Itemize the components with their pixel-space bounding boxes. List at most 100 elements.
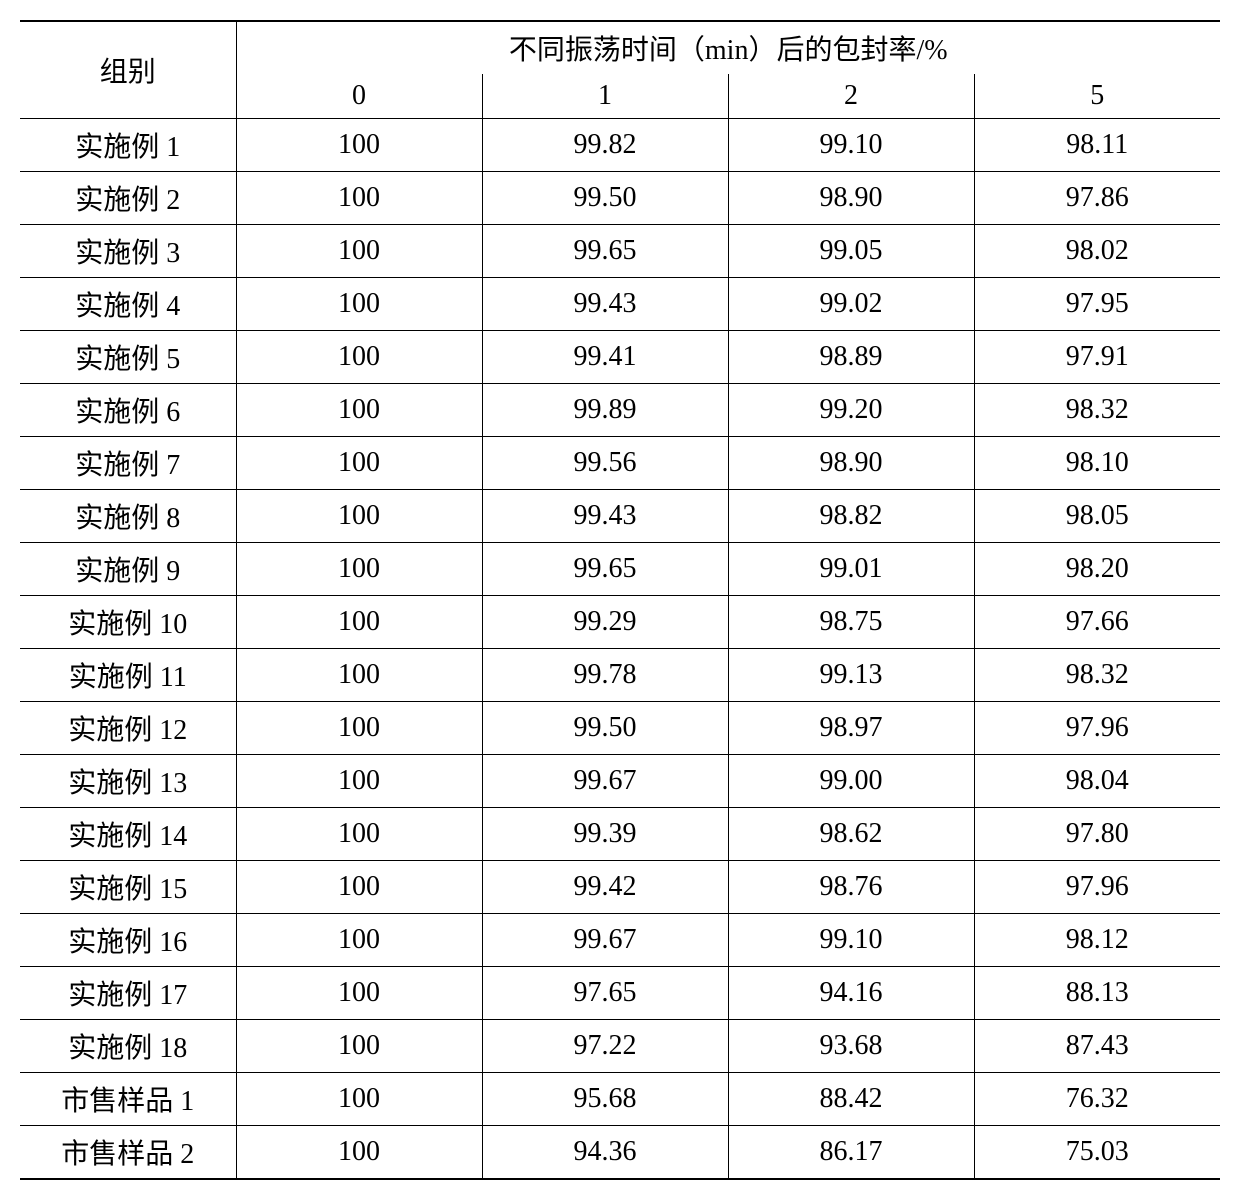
cell-value: 98.10 bbox=[974, 437, 1220, 490]
table-row: 实施例 610099.8999.2098.32 bbox=[20, 384, 1220, 437]
cell-value: 97.22 bbox=[482, 1020, 728, 1073]
row-label: 实施例 16 bbox=[20, 914, 236, 967]
cell-value: 97.91 bbox=[974, 331, 1220, 384]
cell-value: 98.02 bbox=[974, 225, 1220, 278]
table-row: 实施例 910099.6599.0198.20 bbox=[20, 543, 1220, 596]
group-header: 组别 bbox=[20, 21, 236, 119]
cell-value: 99.43 bbox=[482, 278, 728, 331]
cell-value: 100 bbox=[236, 1126, 482, 1180]
cell-value: 100 bbox=[236, 702, 482, 755]
cell-value: 99.10 bbox=[728, 914, 974, 967]
cell-value: 94.16 bbox=[728, 967, 974, 1020]
row-label: 实施例 5 bbox=[20, 331, 236, 384]
table-row: 实施例 810099.4398.8298.05 bbox=[20, 490, 1220, 543]
cell-value: 99.65 bbox=[482, 225, 728, 278]
cell-value: 97.66 bbox=[974, 596, 1220, 649]
cell-value: 100 bbox=[236, 649, 482, 702]
table-row: 实施例 1310099.6799.0098.04 bbox=[20, 755, 1220, 808]
table-row: 市售样品 210094.3686.1775.03 bbox=[20, 1126, 1220, 1180]
cell-value: 100 bbox=[236, 1073, 482, 1126]
cell-value: 100 bbox=[236, 808, 482, 861]
table-row: 实施例 1610099.6799.1098.12 bbox=[20, 914, 1220, 967]
cell-value: 100 bbox=[236, 596, 482, 649]
row-label: 实施例 13 bbox=[20, 755, 236, 808]
cell-value: 94.36 bbox=[482, 1126, 728, 1180]
cell-value: 100 bbox=[236, 331, 482, 384]
cell-value: 86.17 bbox=[728, 1126, 974, 1180]
cell-value: 99.00 bbox=[728, 755, 974, 808]
cell-value: 88.13 bbox=[974, 967, 1220, 1020]
row-label: 实施例 2 bbox=[20, 172, 236, 225]
cell-value: 99.50 bbox=[482, 702, 728, 755]
cell-value: 98.32 bbox=[974, 649, 1220, 702]
row-label: 实施例 17 bbox=[20, 967, 236, 1020]
cell-value: 98.04 bbox=[974, 755, 1220, 808]
row-label: 实施例 1 bbox=[20, 119, 236, 172]
cell-value: 100 bbox=[236, 1020, 482, 1073]
table-body: 实施例 110099.8299.1098.11实施例 210099.5098.9… bbox=[20, 119, 1220, 1180]
cell-value: 99.65 bbox=[482, 543, 728, 596]
cell-value: 99.50 bbox=[482, 172, 728, 225]
row-label: 市售样品 2 bbox=[20, 1126, 236, 1180]
subheader-2: 2 bbox=[728, 74, 974, 119]
cell-value: 87.43 bbox=[974, 1020, 1220, 1073]
row-label: 实施例 11 bbox=[20, 649, 236, 702]
cell-value: 98.82 bbox=[728, 490, 974, 543]
main-header: 不同振荡时间（min）后的包封率/% bbox=[236, 21, 1220, 74]
cell-value: 100 bbox=[236, 172, 482, 225]
row-label: 实施例 18 bbox=[20, 1020, 236, 1073]
cell-value: 100 bbox=[236, 914, 482, 967]
cell-value: 88.42 bbox=[728, 1073, 974, 1126]
cell-value: 100 bbox=[236, 861, 482, 914]
cell-value: 100 bbox=[236, 967, 482, 1020]
table-row: 实施例 1510099.4298.7697.96 bbox=[20, 861, 1220, 914]
cell-value: 99.41 bbox=[482, 331, 728, 384]
subheader-5: 5 bbox=[974, 74, 1220, 119]
cell-value: 98.90 bbox=[728, 172, 974, 225]
cell-value: 99.67 bbox=[482, 914, 728, 967]
row-label: 实施例 4 bbox=[20, 278, 236, 331]
table-header-row-1: 组别 不同振荡时间（min）后的包封率/% bbox=[20, 21, 1220, 74]
encapsulation-efficiency-table: 组别 不同振荡时间（min）后的包封率/% 0 1 2 5 实施例 110099… bbox=[20, 20, 1220, 1180]
table-row: 实施例 410099.4399.0297.95 bbox=[20, 278, 1220, 331]
cell-value: 100 bbox=[236, 119, 482, 172]
cell-value: 75.03 bbox=[974, 1126, 1220, 1180]
cell-value: 99.42 bbox=[482, 861, 728, 914]
table-row: 实施例 110099.8299.1098.11 bbox=[20, 119, 1220, 172]
cell-value: 76.32 bbox=[974, 1073, 1220, 1126]
cell-value: 98.20 bbox=[974, 543, 1220, 596]
cell-value: 99.67 bbox=[482, 755, 728, 808]
row-label: 实施例 8 bbox=[20, 490, 236, 543]
cell-value: 98.90 bbox=[728, 437, 974, 490]
cell-value: 97.96 bbox=[974, 861, 1220, 914]
cell-value: 97.86 bbox=[974, 172, 1220, 225]
table-row: 实施例 210099.5098.9097.86 bbox=[20, 172, 1220, 225]
cell-value: 100 bbox=[236, 437, 482, 490]
table-row: 实施例 1810097.2293.6887.43 bbox=[20, 1020, 1220, 1073]
cell-value: 99.13 bbox=[728, 649, 974, 702]
row-label: 实施例 10 bbox=[20, 596, 236, 649]
table-row: 实施例 1010099.2998.7597.66 bbox=[20, 596, 1220, 649]
data-table-container: 组别 不同振荡时间（min）后的包封率/% 0 1 2 5 实施例 110099… bbox=[20, 20, 1220, 1180]
row-label: 实施例 3 bbox=[20, 225, 236, 278]
row-label: 市售样品 1 bbox=[20, 1073, 236, 1126]
cell-value: 99.89 bbox=[482, 384, 728, 437]
subheader-1: 1 bbox=[482, 74, 728, 119]
cell-value: 99.29 bbox=[482, 596, 728, 649]
cell-value: 100 bbox=[236, 543, 482, 596]
cell-value: 97.65 bbox=[482, 967, 728, 1020]
table-row: 实施例 510099.4198.8997.91 bbox=[20, 331, 1220, 384]
row-label: 实施例 9 bbox=[20, 543, 236, 596]
cell-value: 100 bbox=[236, 490, 482, 543]
cell-value: 100 bbox=[236, 278, 482, 331]
cell-value: 95.68 bbox=[482, 1073, 728, 1126]
cell-value: 99.20 bbox=[728, 384, 974, 437]
cell-value: 99.82 bbox=[482, 119, 728, 172]
table-row: 实施例 1410099.3998.6297.80 bbox=[20, 808, 1220, 861]
row-label: 实施例 7 bbox=[20, 437, 236, 490]
table-row: 实施例 1110099.7899.1398.32 bbox=[20, 649, 1220, 702]
cell-value: 99.02 bbox=[728, 278, 974, 331]
cell-value: 97.80 bbox=[974, 808, 1220, 861]
table-row: 实施例 1210099.5098.9797.96 bbox=[20, 702, 1220, 755]
cell-value: 99.56 bbox=[482, 437, 728, 490]
